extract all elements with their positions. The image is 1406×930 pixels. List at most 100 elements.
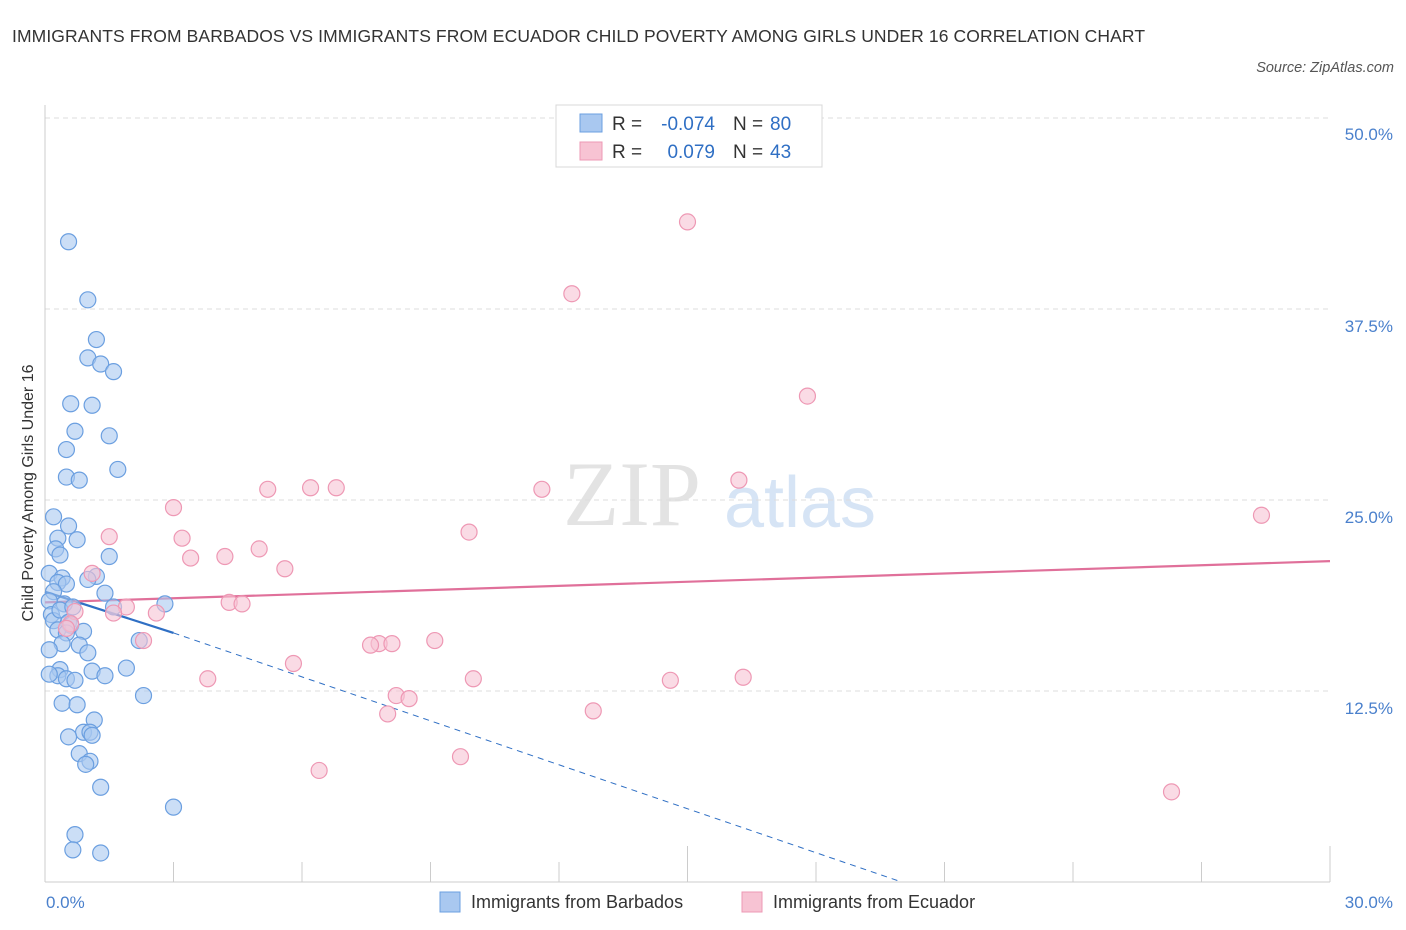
point-ecuador-1: [563, 285, 581, 303]
bottom-legend-swatch-ecuador: [741, 891, 763, 913]
point-ecuador-41: [1162, 783, 1181, 801]
legend-n-value-barbados: 80: [770, 114, 791, 135]
y-tick-label-37-5: 37.5%: [1345, 317, 1393, 336]
watermark-zip: ZIP: [563, 443, 701, 545]
point-ecuador-30: [284, 654, 303, 673]
point-barbados-52: [96, 667, 114, 685]
legend-r-value-barbados: -0.074: [661, 114, 715, 135]
point-ecuador-15: [276, 560, 294, 578]
bottom-legend-label-barbados: Immigrants from Barbados: [471, 892, 683, 912]
point-barbados-15: [59, 517, 78, 535]
point-barbados-19: [51, 546, 69, 564]
point-ecuador-31: [199, 670, 217, 688]
point-barbados-1: [79, 291, 97, 309]
point-barbados-13: [70, 471, 88, 489]
point-barbados-65: [77, 755, 95, 773]
point-barbados-69: [64, 841, 82, 859]
point-ecuador-2: [798, 387, 817, 405]
point-ecuador-40: [451, 748, 470, 766]
x-tick-label-min: 0.0%: [46, 893, 85, 912]
legend-n-label-ecuador: N =: [733, 142, 763, 163]
point-barbados-36: [96, 584, 114, 602]
point-barbados-45: [79, 644, 97, 662]
point-ecuador-0: [678, 213, 697, 231]
point-ecuador-25: [134, 631, 153, 650]
point-barbados-54: [40, 665, 58, 683]
point-ecuador-28: [361, 636, 380, 654]
bottom-legend-swatch-barbados: [439, 891, 461, 913]
legend-swatch-ecuador: [579, 141, 603, 161]
legend-n-value-ecuador: 43: [770, 142, 791, 163]
point-ecuador-24: [57, 619, 76, 637]
legend-swatch-barbados: [579, 113, 603, 133]
point-barbados-9: [100, 427, 118, 445]
point-ecuador-29: [426, 631, 444, 650]
point-barbados-2: [87, 330, 106, 349]
point-ecuador-9: [460, 523, 478, 541]
bottom-legend-label-ecuador: Immigrants from Ecuador: [773, 892, 975, 912]
point-ecuador-22: [104, 604, 123, 622]
point-barbados-10: [57, 440, 76, 459]
point-ecuador-8: [164, 499, 183, 517]
point-ecuador-33: [661, 671, 679, 689]
point-ecuador-13: [216, 547, 234, 566]
trend-line-ecuador: [44, 560, 1331, 604]
point-ecuador-4: [533, 480, 551, 498]
point-barbados-56: [53, 694, 71, 712]
point-ecuador-20: [147, 604, 165, 622]
legend-r-value-ecuador: 0.079: [667, 142, 715, 163]
point-barbados-20: [100, 547, 118, 566]
point-ecuador-36: [400, 690, 418, 708]
point-barbados-46: [40, 641, 58, 659]
point-barbados-62: [59, 728, 78, 746]
data-points: [40, 213, 1271, 862]
point-ecuador-6: [327, 479, 345, 497]
legend-r-label-barbados: R =: [612, 114, 642, 135]
stats-legend: R = -0.074 N = 80 R = 0.079 N = 43: [555, 104, 823, 168]
point-ecuador-18: [233, 595, 251, 613]
point-barbados-67: [164, 798, 183, 816]
point-barbados-61: [83, 726, 101, 744]
point-barbados-55: [134, 686, 153, 705]
point-ecuador-38: [584, 702, 602, 720]
point-ecuador-14: [182, 549, 200, 567]
source-label: Source: ZipAtlas.com: [1256, 60, 1394, 76]
point-barbados-57: [68, 696, 86, 714]
point-barbados-70: [92, 844, 110, 862]
axes: [44, 105, 1331, 883]
y-tick-label-50: 50.0%: [1345, 125, 1393, 144]
legend-n-label-barbados: N =: [733, 114, 763, 135]
point-barbados-24: [57, 575, 76, 593]
point-barbados-5: [104, 363, 123, 381]
point-barbados-6: [62, 395, 80, 413]
point-ecuador-34: [734, 668, 752, 686]
y-tick-label-25: 25.0%: [1345, 508, 1393, 527]
legend-r-label-ecuador: R =: [612, 142, 642, 163]
point-barbados-0: [59, 233, 78, 251]
point-barbados-17: [68, 531, 86, 549]
point-ecuador-5: [301, 479, 320, 497]
point-ecuador-32: [464, 670, 482, 688]
point-ecuador-7: [259, 480, 277, 498]
point-barbados-50: [66, 671, 84, 689]
point-ecuador-27: [383, 635, 401, 653]
point-ecuador-39: [310, 761, 328, 780]
point-ecuador-16: [83, 564, 101, 582]
point-barbados-11: [109, 460, 127, 479]
trend-extension-barbados: [173, 632, 902, 883]
point-ecuador-42: [1252, 506, 1271, 524]
series-legend: Immigrants from Barbados Immigrants from…: [439, 891, 975, 913]
point-barbados-66: [92, 778, 110, 796]
y-axis-label: Child Poverty Among Girls Under 16: [20, 364, 37, 621]
point-ecuador-3: [730, 471, 748, 489]
point-barbados-14: [44, 508, 63, 526]
point-barbados-68: [66, 826, 84, 844]
y-tick-label-12-5: 12.5%: [1345, 699, 1393, 718]
point-barbados-8: [66, 422, 84, 440]
point-barbados-4: [92, 355, 110, 373]
point-ecuador-11: [100, 528, 118, 546]
chart-title: IMMIGRANTS FROM BARBADOS VS IMMIGRANTS F…: [12, 26, 1146, 46]
point-barbados-53: [117, 659, 135, 677]
point-barbados-7: [83, 396, 101, 414]
